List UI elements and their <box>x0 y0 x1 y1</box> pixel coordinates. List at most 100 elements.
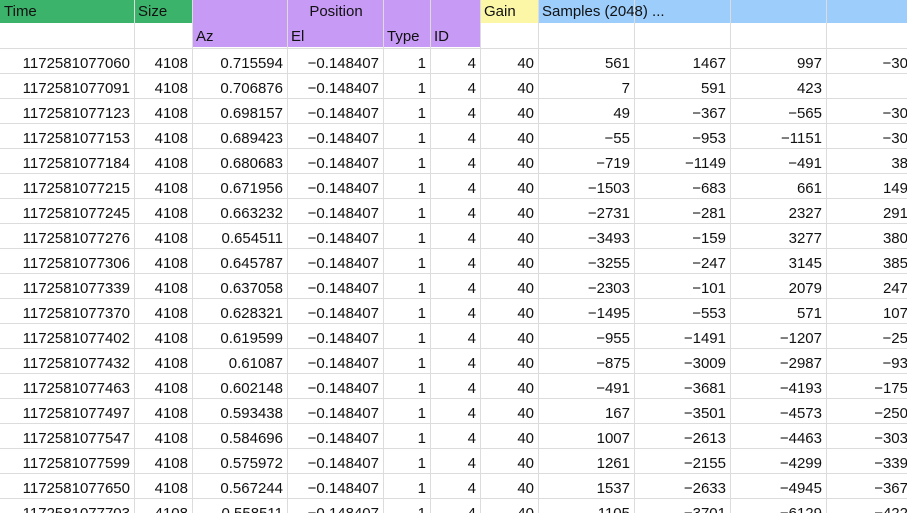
cell-sample-4[interactable]: −30 <box>882 130 907 147</box>
cell-gain[interactable]: 40 <box>517 255 534 272</box>
cell-type[interactable]: 1 <box>417 455 426 472</box>
cell-gain[interactable]: 40 <box>517 130 534 147</box>
cell-time[interactable]: 1172581077402 <box>22 330 130 347</box>
cell-time[interactable]: 1172581077245 <box>22 205 130 222</box>
cell-time[interactable]: 1172581077276 <box>22 230 130 247</box>
cell-sample-2[interactable]: −553 <box>692 305 726 322</box>
cell-sample-3[interactable]: 2327 <box>788 205 822 222</box>
cell-el[interactable]: −0.148407 <box>307 230 379 247</box>
cell-sample-2[interactable]: 1467 <box>692 55 726 72</box>
cell-sample-1[interactable]: −1495 <box>587 305 630 322</box>
cell-sample-3[interactable]: −4463 <box>779 430 822 447</box>
cell-az[interactable]: 0.715594 <box>220 55 283 72</box>
cell-gain[interactable]: 40 <box>517 205 534 222</box>
cell-size[interactable]: 4108 <box>154 205 188 222</box>
cell-sample-3[interactable]: −4193 <box>779 380 822 397</box>
cell-az[interactable]: 0.619599 <box>220 330 283 347</box>
cell-az[interactable]: 0.567244 <box>220 480 283 497</box>
cell-el[interactable]: −0.148407 <box>307 355 379 372</box>
cell-type[interactable]: 1 <box>417 405 426 422</box>
cell-id[interactable]: 4 <box>467 180 476 197</box>
cell-az[interactable]: 0.602148 <box>220 380 283 397</box>
cell-el[interactable]: −0.148407 <box>307 380 379 397</box>
cell-sample-4[interactable]: 291 <box>882 205 907 222</box>
cell-sample-3[interactable]: 661 <box>796 180 822 197</box>
cell-el[interactable]: −0.148407 <box>307 330 379 347</box>
cell-sample-2[interactable]: −281 <box>692 205 726 222</box>
cell-time[interactable]: 1172581077703 <box>0 500 134 513</box>
cell-time[interactable]: 1172581077370 <box>22 305 130 322</box>
cell-size[interactable]: 4108 <box>154 380 188 397</box>
cell-gain[interactable]: 40 <box>517 230 534 247</box>
cell-sample-1[interactable]: −55 <box>604 130 630 147</box>
cell-sample-3[interactable]: 571 <box>796 305 822 322</box>
cell-sample-1[interactable]: −491 <box>596 380 630 397</box>
cell-sample-1[interactable]: −3493 <box>587 230 630 247</box>
cell-el[interactable]: −0.148407 <box>307 305 379 322</box>
cell-sample-2[interactable]: −3701 <box>634 500 730 513</box>
cell-time[interactable]: 1172581077153 <box>22 130 130 147</box>
cell-sample-3[interactable]: −565 <box>788 105 822 122</box>
cell-sample-1[interactable]: 1261 <box>596 455 630 472</box>
cell-gain[interactable]: 40 <box>517 55 534 72</box>
cell-gain[interactable]: 40 <box>517 330 534 347</box>
cell-type[interactable]: 1 <box>417 255 426 272</box>
cell-sample-4[interactable]: 149 <box>882 180 907 197</box>
header-size[interactable]: Size <box>134 0 192 23</box>
cell-time[interactable]: 1172581077547 <box>22 430 130 447</box>
cell-size[interactable]: 4108 <box>154 355 188 372</box>
header-type[interactable]: Type <box>383 23 430 47</box>
cell-time[interactable]: 1172581077123 <box>22 105 130 122</box>
cell-gain[interactable]: 40 <box>517 480 534 497</box>
cell-sample-2[interactable]: −3681 <box>683 380 726 397</box>
cell-time[interactable]: 1172581077091 <box>22 80 130 97</box>
cell-el[interactable]: −0.148407 <box>307 55 379 72</box>
cell-id[interactable]: 4 <box>467 430 476 447</box>
cell-size[interactable]: 4108 <box>154 230 188 247</box>
cell-sample-3[interactable]: −4573 <box>779 405 822 422</box>
cell-sample-4[interactable]: 247 <box>882 280 907 297</box>
cell-gain[interactable]: 40 <box>517 80 534 97</box>
cell-sample-4[interactable]: 380 <box>882 230 907 247</box>
cell-sample-4[interactable]: −422 <box>826 500 907 513</box>
cell-az[interactable]: 0.663232 <box>220 205 283 222</box>
cell-az[interactable]: 0.637058 <box>220 280 283 297</box>
cell-id[interactable]: 4 <box>467 130 476 147</box>
cell-sample-2[interactable]: −2155 <box>683 455 726 472</box>
cell-sample-3[interactable]: 3145 <box>788 255 822 272</box>
cell-time[interactable]: 1172581077463 <box>22 380 130 397</box>
cell-az[interactable]: 0.61087 <box>228 355 283 372</box>
cell-size[interactable]: 4108 <box>154 430 188 447</box>
cell-sample-1[interactable]: −875 <box>596 355 630 372</box>
cell-size[interactable]: 4108 <box>154 130 188 147</box>
cell-id[interactable]: 4 <box>467 380 476 397</box>
cell-az[interactable]: 0.680683 <box>220 155 283 172</box>
cell-time[interactable]: 1172581077060 <box>22 55 130 72</box>
cell-gain[interactable]: 40 <box>517 155 534 172</box>
cell-el[interactable]: −0.148407 <box>307 280 379 297</box>
cell-sample-4[interactable] <box>826 75 907 100</box>
cell-time[interactable]: 1172581077432 <box>22 355 130 372</box>
cell-sample-4[interactable]: −250 <box>874 405 907 422</box>
header-samples[interactable]: Samples (2048) ... <box>538 0 907 23</box>
cell-id[interactable]: 4 <box>467 480 476 497</box>
cell-sample-1[interactable]: 1007 <box>596 430 630 447</box>
cell-el[interactable]: −0.148407 <box>307 405 379 422</box>
cell-time[interactable]: 1172581077497 <box>22 405 130 422</box>
cell-type[interactable]: 1 <box>417 105 426 122</box>
header-gain[interactable]: Gain <box>480 0 538 23</box>
cell-size[interactable]: 4108 <box>154 280 188 297</box>
cell-id[interactable]: 4 <box>467 305 476 322</box>
cell-id[interactable]: 4 <box>467 255 476 272</box>
cell-type[interactable]: 1 <box>417 330 426 347</box>
cell-sample-3[interactable]: 2079 <box>788 280 822 297</box>
cell-gain[interactable]: 40 <box>517 455 534 472</box>
cell-sample-3[interactable]: −6129 <box>730 500 826 513</box>
cell-type[interactable]: 1 <box>417 155 426 172</box>
cell-type[interactable]: 1 <box>417 130 426 147</box>
cell-el[interactable]: −0.148407 <box>307 155 379 172</box>
cell-sample-4[interactable]: −367 <box>874 480 907 497</box>
cell-gain[interactable]: 40 <box>517 280 534 297</box>
cell-type[interactable]: 1 <box>417 380 426 397</box>
cell-time[interactable]: 1172581077339 <box>22 280 130 297</box>
